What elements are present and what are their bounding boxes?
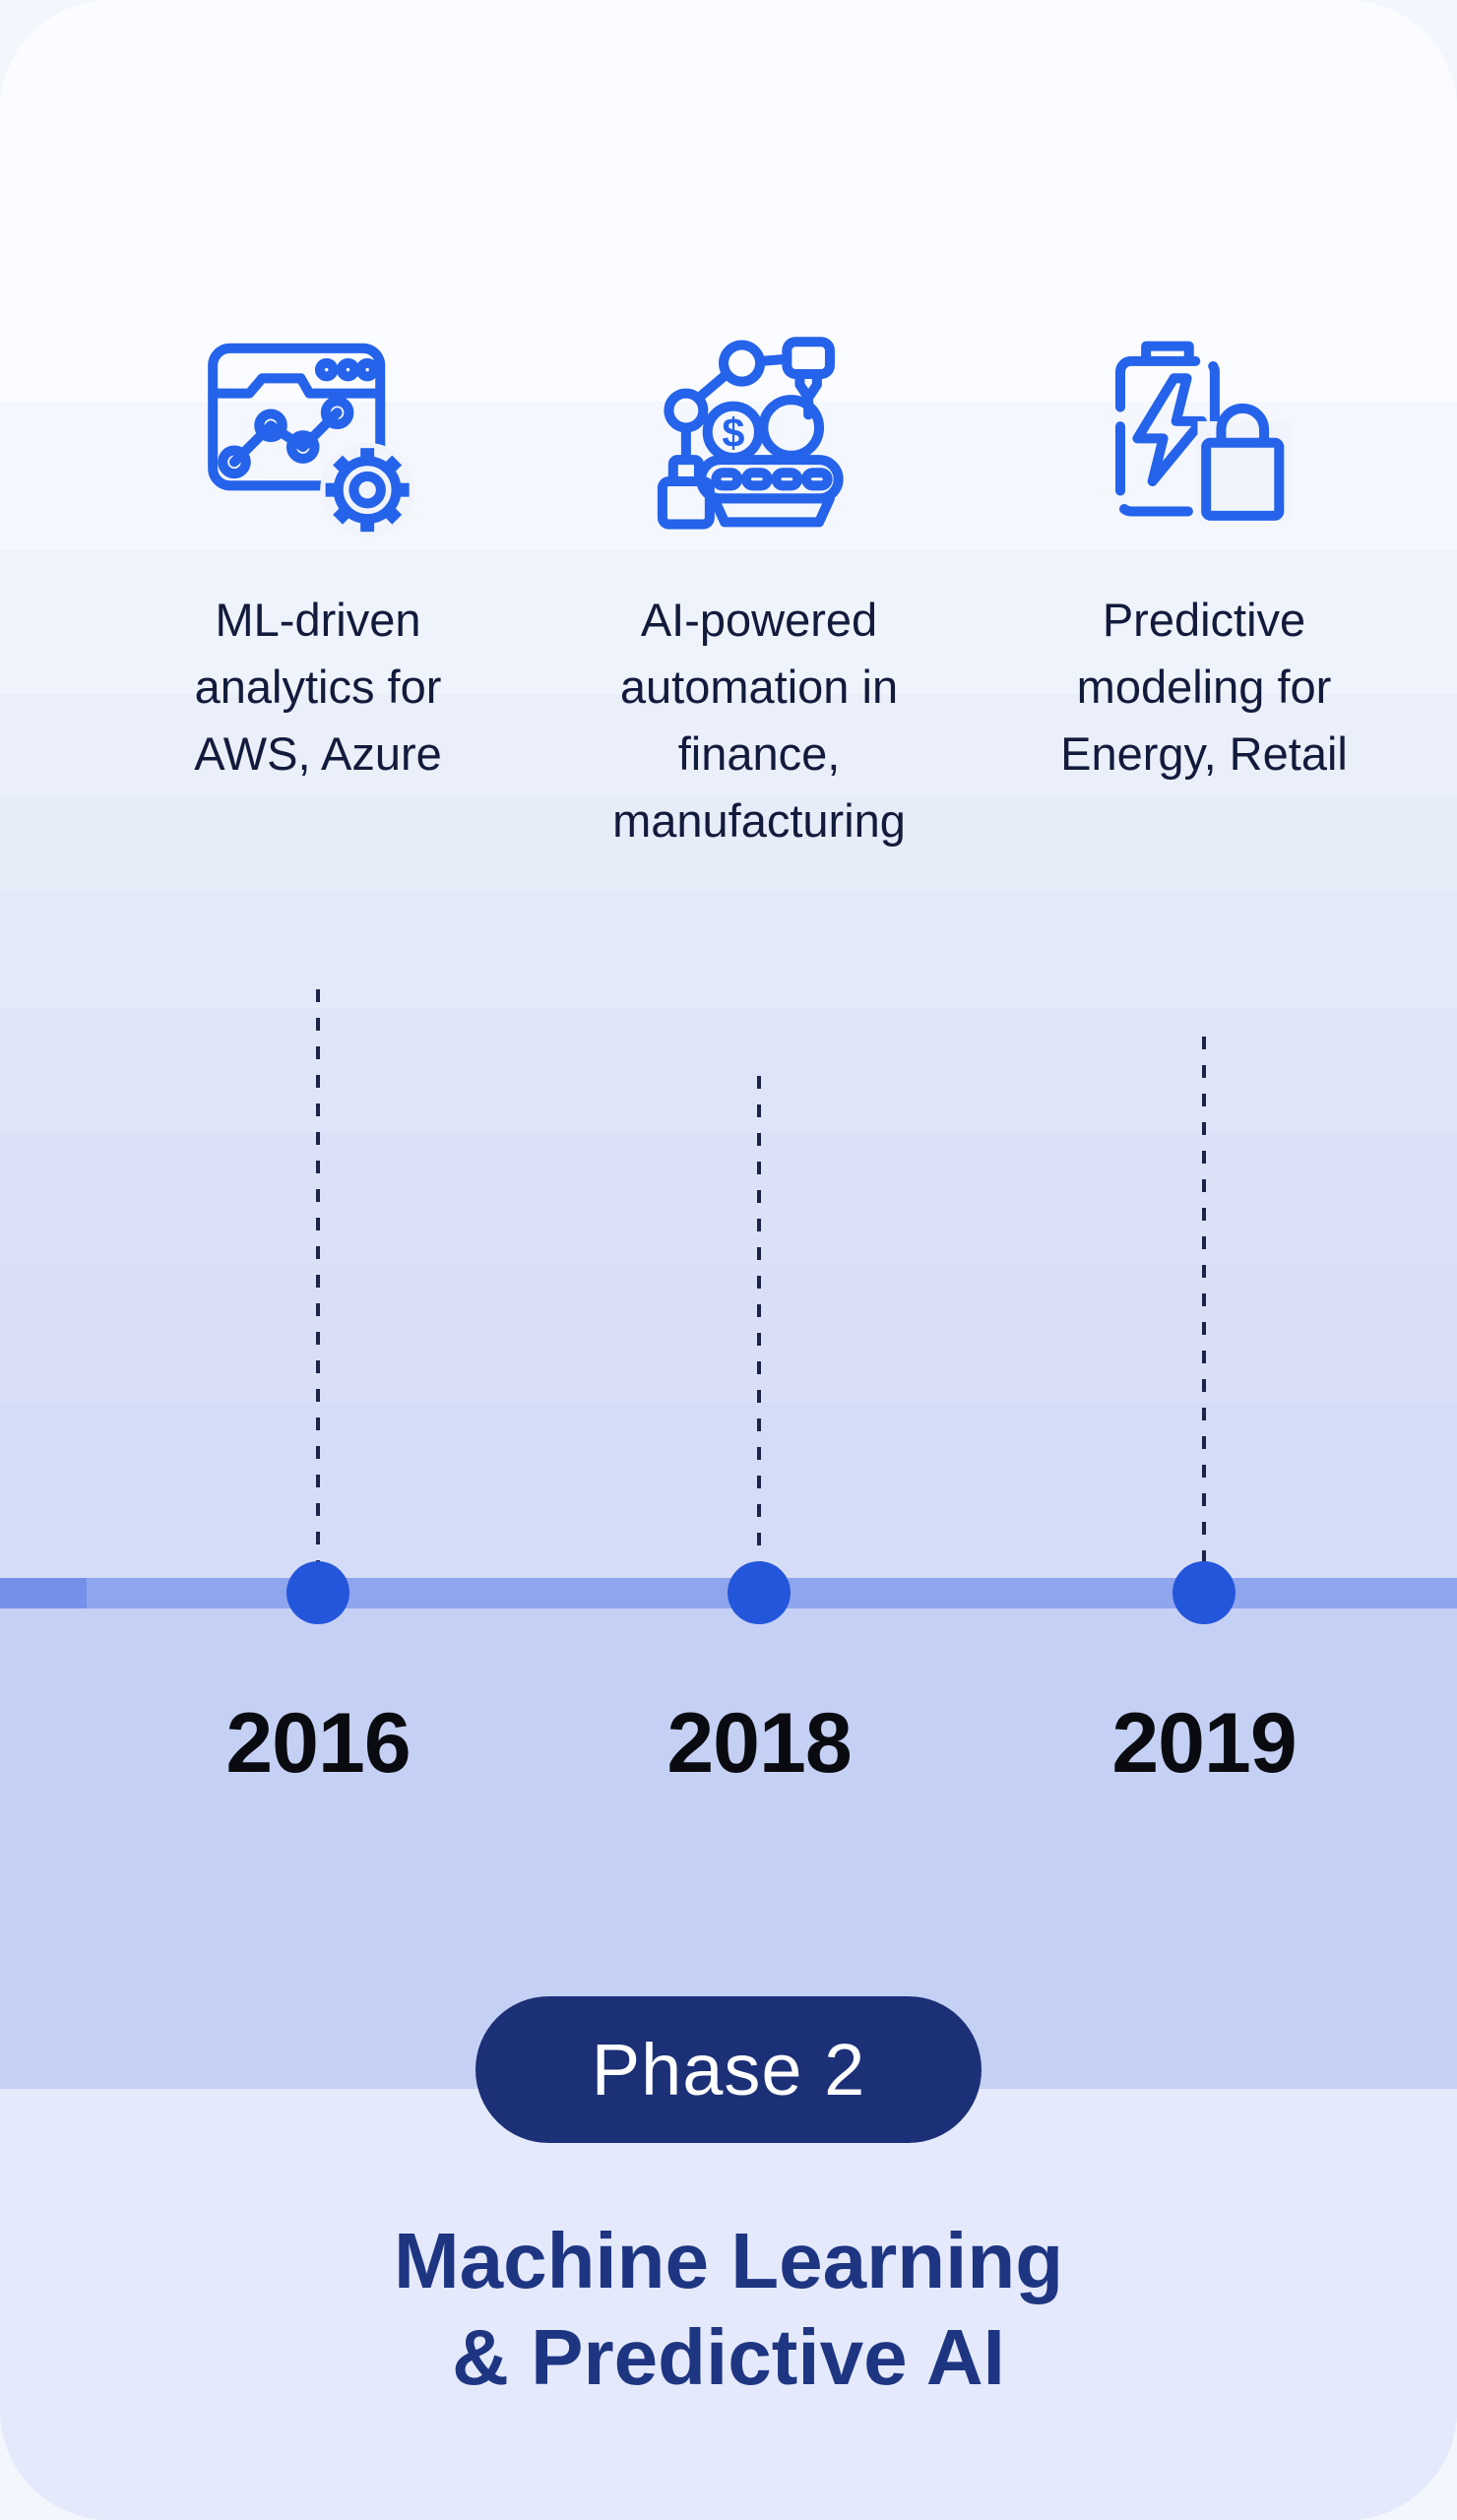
dashed-connector-2	[757, 1076, 761, 1575]
timeline-band-left-segment	[0, 1578, 87, 1608]
caption-predictive-modeling: Predictive modeling for Energy, Retail	[1060, 594, 1348, 780]
phase-title-line1: Machine Learning	[393, 2217, 1064, 2304]
year-label-2016: 2016	[225, 1696, 411, 1791]
timeline-dot-2018	[728, 1561, 791, 1624]
year-label-2018: 2018	[666, 1696, 852, 1791]
analytics-window-gear-icon	[200, 327, 436, 541]
dashed-connector-1	[316, 989, 320, 1575]
phase-title: Machine Learning & Predictive AI	[0, 2213, 1457, 2406]
svg-text:$: $	[722, 410, 744, 456]
battery-energy-shopping-icon	[1086, 327, 1322, 541]
robotic-arm-conveyor-icon: $	[641, 327, 877, 541]
year-label-2019: 2019	[1111, 1696, 1297, 1791]
card-bottom-area	[0, 2089, 1457, 2520]
dashed-connector-3	[1202, 1037, 1206, 1575]
phase-badge: Phase 2	[475, 1996, 982, 2143]
caption-ai-automation: AI-powered automation in finance, manufa…	[612, 594, 906, 847]
caption-ml-analytics: ML-driven analytics for AWS, Azure	[194, 594, 442, 780]
phase-title-line2: & Predictive AI	[452, 2313, 1005, 2401]
phase-badge-label: Phase 2	[591, 2029, 866, 2110]
timeline-dot-2016	[286, 1561, 349, 1624]
timeline-dot-2019	[1172, 1561, 1235, 1624]
